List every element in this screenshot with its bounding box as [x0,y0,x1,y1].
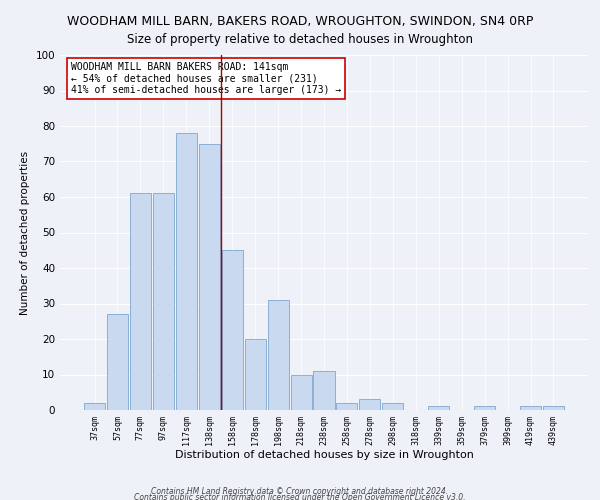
Text: Contains public sector information licensed under the Open Government Licence v3: Contains public sector information licen… [134,492,466,500]
Text: WOODHAM MILL BARN, BAKERS ROAD, WROUGHTON, SWINDON, SN4 0RP: WOODHAM MILL BARN, BAKERS ROAD, WROUGHTO… [67,15,533,28]
Bar [543,406,564,410]
Bar [268,300,289,410]
Text: WOODHAM MILL BARN BAKERS ROAD: 141sqm
← 54% of detached houses are smaller (231): WOODHAM MILL BARN BAKERS ROAD: 141sqm ← … [71,62,341,96]
Bar [359,400,380,410]
Bar [153,194,174,410]
Bar [130,194,151,410]
Bar [199,144,220,410]
Text: Contains HM Land Registry data © Crown copyright and database right 2024.: Contains HM Land Registry data © Crown c… [151,487,449,496]
Bar [474,406,495,410]
Text: Size of property relative to detached houses in Wroughton: Size of property relative to detached ho… [127,32,473,46]
Bar [520,406,541,410]
Bar [221,250,243,410]
X-axis label: Distribution of detached houses by size in Wroughton: Distribution of detached houses by size … [175,450,473,460]
Bar [382,403,403,410]
Bar [245,339,266,410]
Bar [428,406,449,410]
Bar [84,403,105,410]
Bar [107,314,128,410]
Bar [313,371,335,410]
Y-axis label: Number of detached properties: Number of detached properties [20,150,30,314]
Bar [176,133,197,410]
Bar [290,374,311,410]
Bar [337,403,358,410]
